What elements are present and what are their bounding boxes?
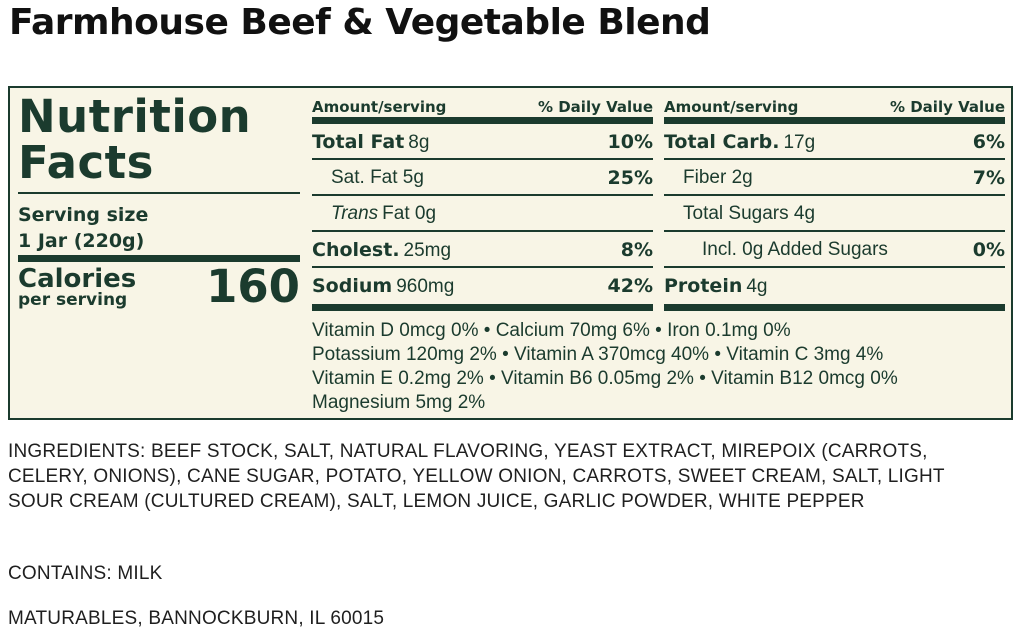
manufacturer-info: MATURABLES, BANNOCKBURN, IL 60015 — [8, 608, 385, 629]
nutrient-row-sodium: Sodium 960mg 42% — [312, 268, 653, 304]
nutrient-row-total-fat: Total Fat 8g 10% — [312, 124, 653, 160]
serving-size-value: 1 Jar (220g) — [18, 230, 145, 252]
nutrient-row-cholesterol: Cholest. 25mg 8% — [312, 232, 653, 268]
nutrient-column-right: Amount/serving % Daily Value Total Carb.… — [664, 88, 1005, 318]
nutrient-amount: Fat 0g — [382, 203, 437, 224]
column-header: Amount/serving % Daily Value — [664, 98, 1005, 118]
ingredients-text: INGREDIENTS: BEEF STOCK, SALT, NATURAL F… — [8, 441, 945, 512]
nutrient-row-sat-fat: Sat. Fat 5g 25% — [312, 160, 653, 196]
nutrient-row-trans-fat: Trans Fat 0g — [312, 196, 653, 232]
heading-line-1: Nutrition — [18, 90, 252, 143]
daily-value-header: % Daily Value — [537, 98, 653, 116]
nutrient-amount: 25mg — [403, 240, 452, 261]
vitamin-line: Vitamin D 0mcg 0% • Calcium 70mg 6% • Ir… — [312, 320, 791, 341]
nutrient-row-fiber: Fiber 2g 7% — [664, 160, 1005, 196]
nutrient-amount: 17g — [783, 132, 816, 153]
amount-header: Amount/serving — [312, 98, 447, 116]
nutrient-name: Trans — [331, 203, 379, 224]
nutrient-dv: 10% — [607, 131, 653, 153]
nutrient-name: Incl. 0g Added Sugars — [702, 239, 888, 260]
product-title: Farmhouse Beef & Vegetable Blend — [9, 2, 711, 43]
calories-value: 160 — [206, 260, 300, 313]
divider-thick — [18, 255, 300, 262]
daily-value-header: % Daily Value — [889, 98, 1005, 116]
nutrient-dv: 25% — [607, 167, 653, 189]
nutrient-dv: 6% — [972, 131, 1005, 153]
nutrient-row-protein: Protein 4g — [664, 268, 1005, 304]
nutrient-amount: 8g — [408, 132, 430, 153]
divider-thick — [312, 304, 653, 311]
nutrient-dv: 7% — [972, 167, 1005, 189]
nutrition-facts-heading: Nutrition Facts — [18, 94, 251, 186]
divider-thick — [664, 117, 1005, 124]
nutrition-summary: Nutrition Facts Serving size 1 Jar (220g… — [18, 88, 300, 418]
vitamin-line: Vitamin E 0.2mg 2% • Vitamin B6 0.05mg 2… — [312, 368, 898, 389]
nutrient-dv: 8% — [620, 239, 653, 261]
divider — [18, 192, 300, 194]
nutrient-name: Total Carb. — [664, 131, 780, 153]
heading-line-2: Facts — [18, 136, 154, 189]
calories-per-serving: per serving — [18, 290, 128, 310]
vitamins-minerals: Vitamin D 0mcg 0% • Calcium 70mg 6% • Ir… — [312, 319, 1002, 415]
nutrient-dv: 42% — [607, 275, 653, 297]
nutrient-dv: 0% — [972, 239, 1005, 261]
nutrient-name: Total Fat — [312, 131, 405, 153]
allergen-statement: CONTAINS: MILK — [8, 563, 163, 584]
nutrition-facts-panel: Nutrition Facts Serving size 1 Jar (220g… — [8, 86, 1013, 420]
column-header: Amount/serving % Daily Value — [312, 98, 653, 118]
nutrient-name: Fiber 2g — [683, 167, 753, 188]
nutrient-row-total-sugars: Total Sugars 4g — [664, 196, 1005, 232]
divider-thick — [312, 117, 653, 124]
amount-header: Amount/serving — [664, 98, 799, 116]
nutrient-column-left: Amount/serving % Daily Value Total Fat 8g… — [312, 88, 653, 318]
nutrient-name: Protein — [664, 275, 743, 297]
calories-label: Calories — [18, 264, 137, 294]
vitamin-line: Magnesium 5mg 2% — [312, 392, 486, 413]
divider-thick — [664, 304, 1005, 311]
nutrient-name: Sat. Fat 5g — [331, 167, 424, 188]
nutrient-name: Total Sugars 4g — [683, 203, 816, 224]
nutrient-name: Sodium — [312, 275, 393, 297]
nutrient-amount: 4g — [746, 276, 768, 297]
nutrient-row-added-sugars: Incl. 0g Added Sugars 0% — [664, 232, 1005, 268]
nutrient-name: Cholest. — [312, 239, 400, 261]
nutrient-row-total-carb: Total Carb. 17g 6% — [664, 124, 1005, 160]
serving-size-label: Serving size — [18, 204, 149, 226]
nutrient-amount: 960mg — [396, 276, 455, 297]
vitamin-line: Potassium 120mg 2% • Vitamin A 370mcg 40… — [312, 344, 884, 365]
